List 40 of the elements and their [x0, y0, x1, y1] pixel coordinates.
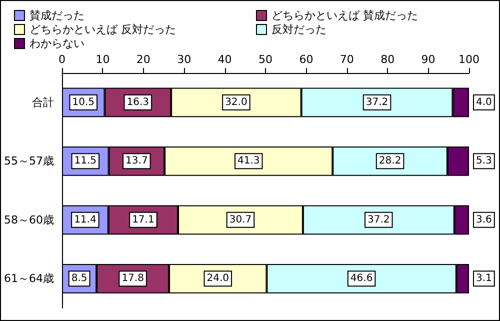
data-label: 10.5: [72, 96, 94, 108]
data-label: 4.0: [476, 96, 492, 108]
legend-label: どちらかといえば 反対だった: [30, 23, 176, 36]
y-tick-label: 合計: [32, 96, 54, 109]
data-label: 46.6: [350, 273, 373, 284]
data-label: 30.7: [229, 214, 252, 226]
data-label: 5.3: [476, 156, 492, 167]
x-tick-label: 70: [340, 53, 354, 66]
data-label: 24.0: [206, 273, 230, 284]
legend-label: 賛成だった: [30, 9, 84, 22]
x-tick-label: 20: [136, 53, 150, 66]
legend-label: 反対だった: [272, 23, 326, 36]
data-label: 16.3: [126, 96, 150, 108]
x-tick-label: 60: [299, 53, 314, 66]
data-label: 37.2: [368, 214, 390, 226]
data-label: 41.3: [237, 156, 260, 167]
data-label: 13.7: [126, 156, 148, 167]
data-label: 17.1: [132, 214, 154, 226]
data-label: 3.1: [476, 273, 492, 284]
y-tick-label: 61～64歳: [4, 272, 54, 286]
legend-label: わからない: [30, 37, 84, 50]
data-label: 11.5: [74, 156, 97, 167]
data-label: 17.8: [122, 273, 144, 284]
y-tick-label: 55～57歳: [4, 154, 54, 168]
x-tick-label: 0: [58, 53, 66, 66]
data-label: 37.2: [366, 96, 388, 108]
x-tick-label: 10: [96, 53, 110, 66]
data-label: 8.5: [71, 273, 88, 284]
data-label: 28.2: [378, 156, 402, 167]
data-label: 32.0: [225, 96, 248, 108]
x-tick-label: 90: [421, 53, 436, 66]
legend-label: どちらかといえば 賛成だった: [272, 9, 418, 22]
x-tick-label: 30: [177, 53, 192, 66]
x-tick-label: 80: [380, 53, 395, 66]
x-tick-label: 100: [458, 53, 480, 66]
x-tick-label: 50: [258, 53, 272, 66]
data-label: 11.4: [74, 214, 96, 226]
y-tick-label: 58～60歳: [4, 213, 54, 226]
data-label: 3.6: [476, 214, 492, 226]
x-tick-label: 40: [218, 53, 232, 66]
